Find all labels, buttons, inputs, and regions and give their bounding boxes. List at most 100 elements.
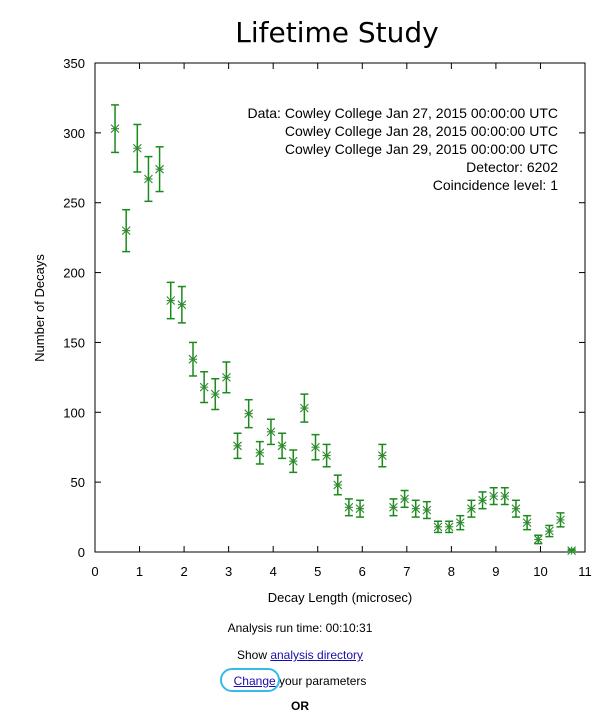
y-tick-label: 150 bbox=[63, 335, 85, 350]
data-point bbox=[533, 534, 543, 545]
data-point bbox=[266, 418, 276, 446]
data-point bbox=[110, 104, 120, 154]
star-marker bbox=[355, 504, 365, 514]
x-tick-label: 5 bbox=[314, 564, 321, 579]
star-marker bbox=[567, 546, 577, 555]
show-prefix: Show bbox=[236, 648, 271, 662]
star-marker bbox=[199, 382, 209, 392]
data-point bbox=[322, 443, 332, 468]
star-marker bbox=[311, 442, 320, 452]
annotation-line: Cowley College Jan 28, 2015 00:00:00 UTC bbox=[285, 123, 558, 139]
star-marker bbox=[277, 441, 287, 451]
x-tick-label: 8 bbox=[448, 564, 455, 579]
data-point bbox=[411, 499, 421, 518]
annotation-line: Detector: 6202 bbox=[466, 159, 558, 175]
data-point bbox=[144, 155, 153, 203]
star-marker bbox=[533, 535, 543, 544]
x-tick-label: 4 bbox=[270, 564, 277, 579]
analysis-run-time: Analysis run time: 00:10:31 bbox=[227, 621, 373, 635]
data-point bbox=[344, 498, 354, 517]
x-tick-label: 10 bbox=[533, 564, 547, 579]
data-point bbox=[433, 520, 443, 534]
star-marker bbox=[333, 480, 343, 490]
star-marker bbox=[511, 504, 521, 514]
data-point bbox=[177, 285, 187, 324]
annotation-line: Coincidence level: 1 bbox=[433, 177, 559, 193]
data-point bbox=[188, 341, 198, 377]
data-point bbox=[199, 371, 209, 404]
data-point bbox=[467, 499, 476, 518]
y-tick-label: 250 bbox=[63, 196, 85, 211]
data-point bbox=[489, 486, 499, 506]
change-line: Change your parameters bbox=[0, 668, 600, 692]
star-marker bbox=[389, 502, 398, 512]
data-point bbox=[455, 514, 465, 531]
data-point bbox=[166, 281, 176, 320]
star-marker bbox=[544, 526, 554, 536]
star-marker bbox=[132, 143, 142, 153]
x-tick-label: 2 bbox=[180, 564, 187, 579]
data-point bbox=[500, 486, 510, 506]
data-point bbox=[277, 432, 287, 460]
data-point bbox=[400, 489, 409, 509]
data-point bbox=[567, 546, 577, 555]
data-point bbox=[121, 208, 131, 253]
data-point bbox=[233, 432, 242, 460]
star-marker bbox=[322, 451, 332, 460]
data-point bbox=[389, 498, 398, 517]
data-point bbox=[299, 393, 309, 423]
y-tick-label: 0 bbox=[78, 545, 85, 560]
y-tick-label: 300 bbox=[63, 126, 85, 141]
data-point bbox=[155, 146, 164, 193]
x-tick-label: 1 bbox=[136, 564, 143, 579]
annotation-line: Cowley College Jan 29, 2015 00:00:00 UTC bbox=[285, 141, 558, 157]
data-point bbox=[210, 378, 220, 411]
data-point bbox=[333, 474, 343, 496]
star-marker bbox=[177, 300, 187, 310]
data-point bbox=[444, 520, 454, 534]
star-marker bbox=[166, 296, 176, 305]
y-axis-label: Number of Decays bbox=[32, 254, 47, 362]
data-point bbox=[222, 361, 231, 394]
data-point bbox=[478, 491, 487, 510]
star-marker bbox=[244, 409, 254, 419]
star-marker bbox=[478, 495, 487, 505]
star-marker bbox=[377, 451, 387, 460]
data-point bbox=[422, 500, 432, 520]
star-marker bbox=[233, 441, 242, 451]
star-marker bbox=[188, 354, 198, 364]
data-point bbox=[511, 499, 521, 518]
data-point bbox=[255, 440, 265, 465]
or-separator: OR bbox=[291, 699, 309, 713]
y-tick-label: 350 bbox=[63, 56, 85, 71]
x-tick-label: 11 bbox=[578, 564, 592, 579]
star-marker bbox=[489, 491, 499, 501]
star-marker bbox=[299, 403, 309, 413]
change-parameters-link[interactable]: Change bbox=[233, 674, 276, 688]
star-marker bbox=[455, 518, 465, 528]
y-tick-label: 100 bbox=[63, 405, 85, 420]
star-marker bbox=[266, 427, 276, 437]
star-marker bbox=[121, 226, 131, 236]
chart-title: Lifetime Study bbox=[235, 16, 438, 49]
x-axis-label: Decay Length (microsec) bbox=[268, 590, 413, 605]
y-tick-label: 50 bbox=[71, 475, 85, 490]
change-wrap: Change bbox=[219, 668, 280, 692]
data-point bbox=[544, 524, 554, 538]
analysis-directory-link[interactable]: analysis directory bbox=[270, 648, 364, 662]
x-tick-label: 9 bbox=[492, 564, 499, 579]
star-marker bbox=[288, 456, 298, 466]
star-marker bbox=[556, 515, 565, 525]
x-tick-label: 7 bbox=[403, 564, 410, 579]
lifetime-chart: Lifetime Study 0 1 2 3 4 5 6 7 8 9 10 11 0 50 100 150 20… bbox=[32, 16, 592, 605]
star-marker bbox=[144, 174, 153, 184]
star-marker bbox=[210, 389, 220, 399]
star-marker bbox=[411, 504, 421, 514]
star-marker bbox=[155, 164, 164, 174]
data-point bbox=[522, 514, 532, 531]
star-marker bbox=[500, 491, 510, 501]
star-marker bbox=[344, 502, 354, 512]
x-tick-label: 3 bbox=[225, 564, 232, 579]
star-marker bbox=[222, 372, 231, 382]
data-point bbox=[244, 398, 254, 429]
